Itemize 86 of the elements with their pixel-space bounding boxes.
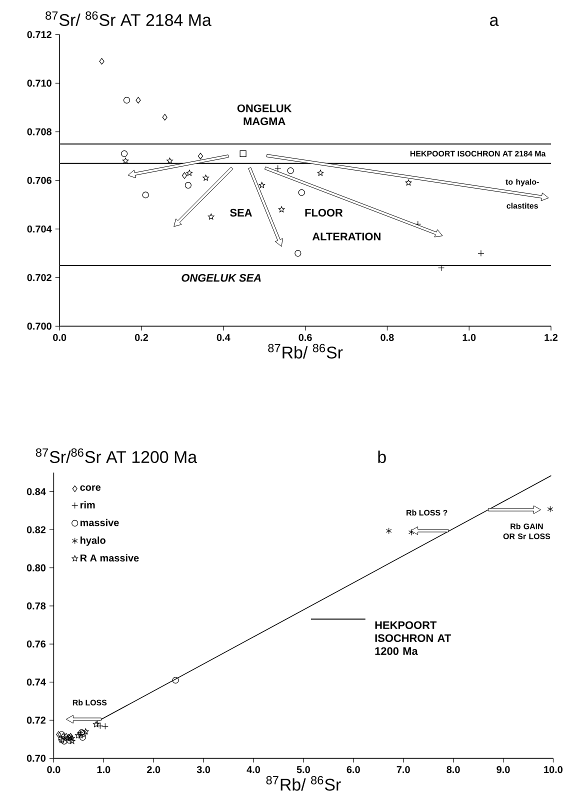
point (82, 728, 89, 734)
point (240, 150, 246, 157)
point (136, 96, 141, 104)
point (99, 58, 104, 65)
legend-label: R A massive (80, 554, 139, 562)
text: b (378, 450, 386, 464)
point (78, 732, 84, 738)
x-tick-label: 10.0 (544, 766, 562, 774)
point (186, 170, 193, 176)
x-tick-label: 1.0 (462, 334, 476, 342)
x-tick-label: 4.0 (246, 766, 260, 774)
point (408, 528, 414, 536)
legend-label: core (80, 485, 101, 491)
point (386, 528, 392, 534)
point (75, 732, 82, 738)
x-tick-label: 0.6 (298, 334, 312, 342)
annotation: FLOOR (305, 208, 343, 217)
annotation: SEA (230, 208, 252, 217)
y-tick-label: 0.702 (27, 274, 52, 282)
x-tick-label: 2.0 (147, 766, 160, 774)
y-tick-label: 0.76 (26, 640, 46, 648)
y-tick-label: 0.72 (26, 716, 46, 724)
x-tick-label: 0.0 (53, 334, 66, 342)
y-tick-label: 0.708 (27, 128, 52, 136)
point (184, 182, 192, 189)
y-tick-label: 0.74 (26, 678, 46, 686)
point (547, 506, 554, 512)
y-axis-title: $^{87}$Sr/$^{86}$Sr AT 1200 Ma (36, 448, 198, 464)
x-tick-label: 6.0 (346, 766, 360, 774)
x-tick-label: 7.0 (396, 766, 410, 774)
point (121, 150, 128, 157)
y-tick-label: 0.712 (27, 31, 52, 38)
point (202, 174, 209, 181)
x-tick-label: 8.0 (446, 766, 460, 774)
point (69, 738, 76, 744)
legend-label: massive (80, 518, 119, 526)
point (287, 167, 294, 174)
point (166, 158, 173, 164)
point (60, 733, 66, 740)
y-tick-label: 0.70 (26, 754, 46, 762)
point (123, 96, 130, 104)
x-tick-label: 0.4 (216, 334, 230, 342)
text: a (490, 16, 499, 26)
x-tick-label: 5.0 (296, 766, 310, 774)
x-tick-label: 1.0 (97, 766, 110, 774)
point (142, 192, 149, 198)
point (60, 738, 68, 744)
y-tick-label: 0.84 (26, 488, 46, 496)
x-tick-label: 0.8 (380, 334, 394, 342)
point (68, 735, 75, 742)
point (198, 152, 204, 160)
ref-line-label: ONGELUK SEA (182, 274, 261, 282)
y-tick-label: 0.82 (26, 526, 46, 534)
point (56, 731, 62, 738)
y-tick-label: 0.706 (27, 176, 52, 184)
legend-label: rim (80, 501, 95, 508)
point (298, 189, 305, 196)
point (405, 180, 412, 186)
y-tick-label: 0.78 (26, 602, 46, 610)
x-axis-title: $^{87}$Rb/ $^{86}$Sr (266, 776, 341, 791)
x-axis-title: $^{87}$Rb/ $^{86}$Sr (268, 344, 343, 359)
point (122, 158, 129, 164)
x-tick-label: 9.0 (496, 766, 510, 774)
point (258, 182, 266, 188)
point (208, 214, 214, 220)
annotation: HEKPOORT ISOCHRON AT 1200 Ma (375, 621, 451, 655)
point (162, 114, 168, 120)
y-tick-label: 0.710 (27, 80, 52, 87)
annotation: ALTERATION (312, 232, 380, 240)
point (294, 250, 302, 257)
annotation: ONGELUK MAGMA (237, 104, 292, 126)
point (172, 676, 179, 684)
y-tick-label: 0.704 (27, 225, 52, 233)
point (182, 172, 188, 179)
x-tick-label: 1.2 (544, 334, 558, 341)
y-axis-title: $^{87}$Sr/ $^{86}$Sr AT 2184 Ma (46, 11, 212, 26)
point (278, 206, 285, 212)
legend-label: hyalo (80, 536, 106, 546)
x-tick-label: 0.2 (134, 334, 148, 342)
x-tick-label: 3.0 (196, 766, 210, 774)
y-tick-label: 0.700 (27, 322, 52, 330)
point (58, 731, 65, 738)
x-tick-label: 0.0 (47, 766, 60, 774)
y-tick-label: 0.80 (26, 564, 46, 572)
point (66, 736, 72, 744)
point (317, 170, 324, 176)
